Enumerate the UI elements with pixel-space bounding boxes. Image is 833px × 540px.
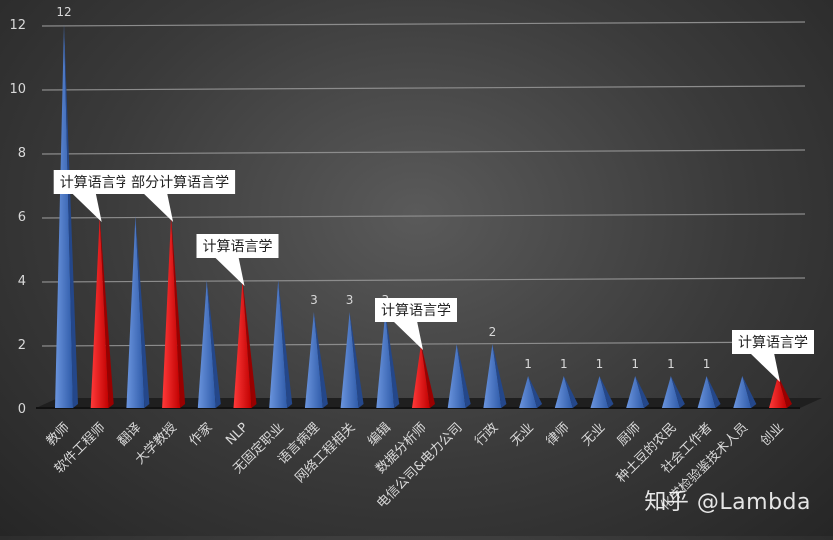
callout-label: 计算语言学 [738,335,808,351]
data-label: 1 [667,357,675,371]
callout-pointer [750,353,780,382]
callout-pointer [393,321,423,350]
x-tick-label: 教师 [43,420,73,450]
x-tick-label: 厨师 [615,420,644,449]
x-tick-label: 行政 [472,420,501,449]
data-label: 1 [596,357,604,371]
data-label: 1 [560,357,568,371]
y-tick-label: 6 [18,210,26,225]
y-tick-label: 4 [18,274,26,289]
gridline [42,278,805,282]
x-tick-label: 无业 [579,420,608,449]
callout: 部分计算语言学 [125,170,235,222]
gridline [42,214,805,218]
gridline [42,22,805,26]
x-tick-label: 无业 [508,420,537,449]
data-label: 3 [310,293,318,307]
data-label: 3 [346,293,354,307]
data-label: 12 [56,5,71,19]
y-tick-label: 8 [18,146,26,161]
data-label: 1 [703,357,711,371]
x-tick-label: 创业 [758,420,787,449]
x-tick-label: 编辑 [365,420,394,449]
data-label: 1 [631,357,639,371]
x-tick-label: NLP [223,420,251,448]
x-tick-label: 作家 [186,420,216,450]
data-label: 2 [489,325,497,339]
y-tick-label: 2 [18,338,26,353]
callout: 计算语言学 [197,234,279,286]
x-tick-label: 律师 [544,420,573,449]
y-tick-label: 12 [9,18,26,33]
callout: 计算语言学 [732,330,814,382]
gridline [42,150,805,154]
callout-label: 计算语言学 [60,175,130,191]
callout-label: 部分计算语言学 [131,175,229,191]
gridline [42,342,805,346]
callout-label: 计算语言学 [203,239,273,255]
callout-label: 计算语言学 [381,303,451,319]
y-tick-label: 10 [9,82,26,97]
gridline [42,86,805,90]
y-tick-label: 0 [18,402,26,417]
data-label: 1 [524,357,532,371]
x-tick-label: 翻译 [115,420,144,449]
watermark: 知乎 @Lambda [644,484,811,516]
